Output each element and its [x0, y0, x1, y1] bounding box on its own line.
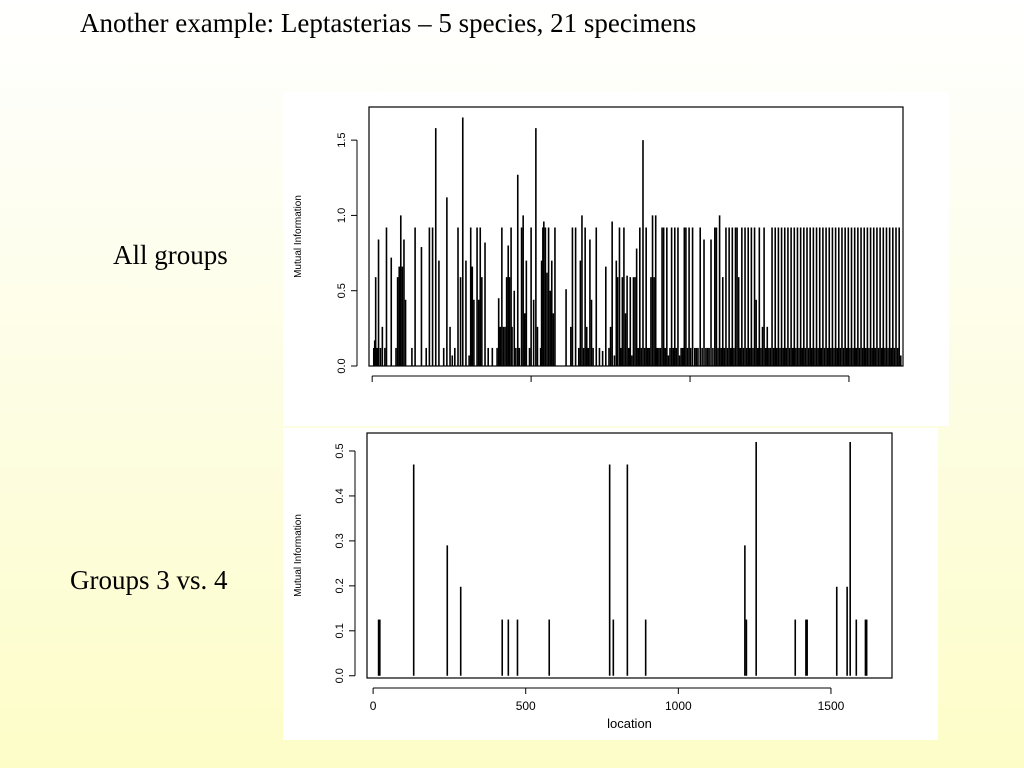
chart-panel-groups-3-vs-4: 0.0 0.1 0.2 0.3 0.4 0.5 Mutual Information 0 500… — [283, 428, 938, 740]
chart-2-y-tick-label: 0.3 — [334, 533, 346, 548]
chart-1-y-tick-label: 0.5 — [336, 283, 348, 298]
row-label-all-groups: All groups — [113, 240, 228, 270]
chart-panel-all-groups: 0.0 0.5 1.0 1.5 Mutual Information — [283, 92, 949, 426]
chart-2-plot-frame — [366, 432, 893, 679]
chart-1-y-axis-title: Mutual Information — [293, 195, 304, 278]
chart-1-bars — [372, 117, 902, 366]
chart-2-x-tick-label: 0 — [370, 699, 377, 713]
chart-2-y-tick-label: 0.2 — [334, 578, 346, 593]
chart-1-y-tick-label: 1.0 — [336, 208, 348, 223]
chart-2-y-tick-label: 0.4 — [334, 488, 346, 503]
chart-2-y-tick-label: 0.0 — [334, 668, 346, 683]
chart-2-x-tick-label: 1500 — [818, 699, 845, 713]
chart-2-y-tick-label: 0.1 — [334, 623, 346, 638]
chart-2-y-tick-label: 0.5 — [334, 443, 346, 458]
chart-2-bars — [377, 441, 868, 676]
chart-all-groups: 0.0 0.5 1.0 1.5 Mutual Information — [293, 106, 904, 382]
chart-2-x-axis-title: location — [607, 716, 652, 731]
chart-2-x-tick-label: 1000 — [665, 699, 692, 713]
chart-1-y-tick-label: 0.0 — [336, 358, 348, 373]
chart-1-y-tick-label: 1.5 — [336, 132, 348, 147]
chart-2-x-tick-label: 500 — [516, 699, 536, 713]
slide-title: Another example: Leptasterias – 5 specie… — [80, 8, 697, 38]
chart-2-y-axis-title: Mutual Information — [293, 514, 304, 597]
row-label-groups-3-vs-4: Groups 3 vs. 4 — [70, 565, 228, 595]
chart-groups-3-vs-4: 0.0 0.1 0.2 0.3 0.4 0.5 Mutual Information 0 500… — [293, 432, 893, 731]
